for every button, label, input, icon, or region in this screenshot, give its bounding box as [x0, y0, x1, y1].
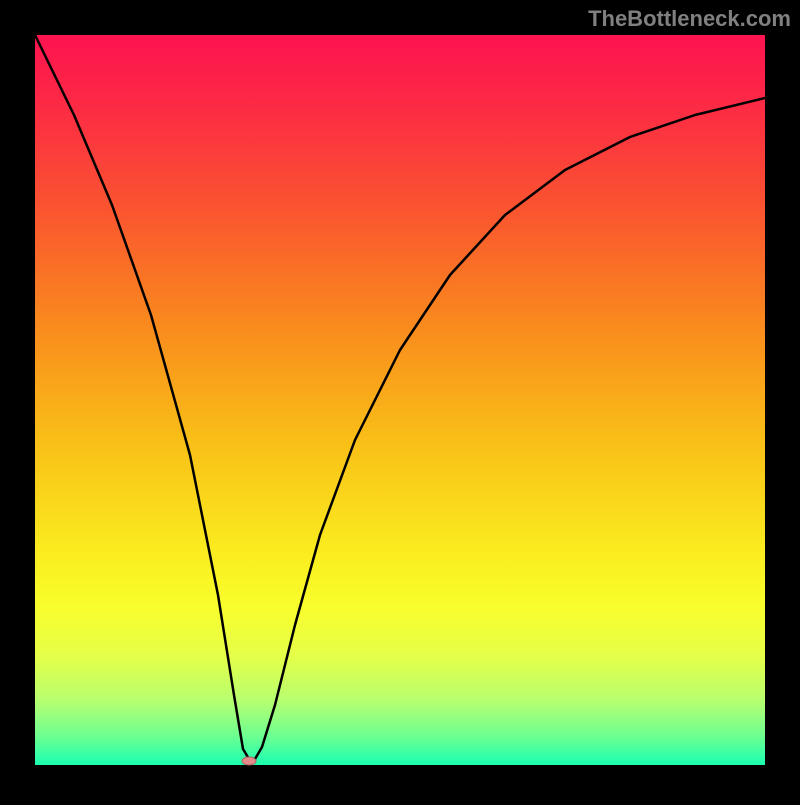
watermark-text: TheBottleneck.com: [588, 6, 791, 32]
plot-background: [35, 35, 765, 765]
minimum-marker: [242, 757, 256, 765]
chart-frame: [0, 0, 800, 805]
chart-svg: [0, 0, 800, 800]
